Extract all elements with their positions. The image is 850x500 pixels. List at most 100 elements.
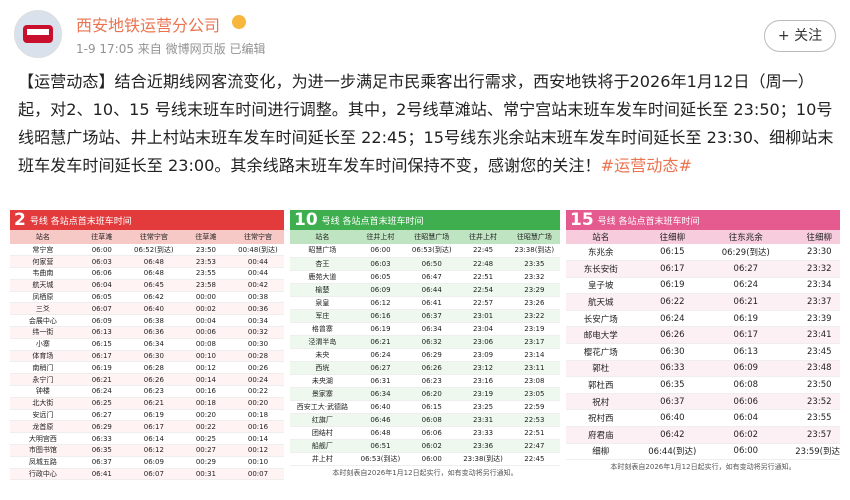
time-cell: 06:48	[143, 257, 164, 266]
time-cell: 00:27	[195, 446, 216, 455]
time-cell: 00:18	[247, 411, 269, 420]
station-row: 航天城 06:22 06:21 23:37	[566, 293, 840, 311]
header-row: 站名 往细柳 往东兆余 往细柳	[566, 230, 840, 244]
time-cell: 23:57	[807, 429, 832, 440]
station-row: 细柳 06:44(到达) 06:00 23:59(到达)	[566, 443, 840, 460]
time-cell: 06:21	[733, 297, 759, 308]
station-name: 船舰厂	[311, 441, 333, 450]
column-header: 往昭慧广场	[516, 233, 552, 241]
time-cell: 00:44	[247, 257, 269, 266]
time-cell: 06:15	[421, 402, 442, 411]
time-cell: 23:09	[472, 350, 494, 359]
column-header: 站名	[592, 233, 610, 243]
timetable: 10 号线 各站点首末班车时间 站名 往井上村 往昭慧广场 往井上村 往昭慧广场 昭慧广场 06…	[290, 210, 560, 488]
avatar[interactable]	[14, 10, 62, 58]
time-cell: 06:22	[660, 297, 685, 308]
time-cell: 06:52(到达)	[134, 245, 174, 254]
column-header: 往常宁宫	[243, 233, 272, 241]
time-cell: 23:32	[524, 272, 545, 281]
time-cell: 06:40	[370, 402, 391, 411]
time-cell: 06:42	[660, 429, 685, 440]
time-cell: 06:20	[421, 389, 442, 398]
time-cell: 06:00	[91, 245, 112, 254]
time-cell: 06:00	[421, 454, 442, 463]
time-cell: 06:27	[733, 263, 759, 274]
time-cell: 06:28	[143, 363, 164, 372]
time-cell: 23:34	[807, 280, 832, 291]
time-cell: 00:20	[195, 411, 216, 420]
station-row: 邮电大学 06:26 06:17 23:41	[566, 326, 840, 344]
column-header: 往草滩	[91, 233, 113, 241]
time-cell: 06:07	[143, 470, 164, 479]
time-cell: 23:41	[807, 330, 832, 341]
station-row: 祝村西 06:40 06:04 23:55	[566, 409, 840, 427]
time-cell: 06:14	[143, 434, 164, 443]
time-cell: 06:04	[733, 413, 759, 424]
timetable-title-bar: 15 号线 各站点首末班车时间	[566, 210, 840, 230]
line-number: 2	[14, 210, 26, 230]
time-cell: 23:11	[524, 363, 545, 372]
station-row: 北大街 06:25 06:21 00:18 00:20	[10, 397, 284, 410]
station-name: 祝村西	[588, 414, 614, 425]
header-row: 站名 往井上村 往昭慧广场 往井上村 往昭慧广场	[290, 230, 560, 244]
station-name: 东兆余	[588, 248, 614, 259]
timetable-title-bar: 10 号线 各站点首末班车时间	[290, 210, 560, 230]
line-number: 10	[294, 210, 318, 230]
station-row: 西安工大·武德路 06:40 06:15 23:25 22:59	[290, 400, 560, 413]
time-cell: 00:12	[247, 446, 269, 455]
station-name: 钟楼	[35, 387, 50, 396]
station-name: 鹿苑大道	[308, 272, 337, 281]
station-row: 西垙 06:27 06:26 23:12 23:11	[290, 361, 560, 374]
station-name: 泾渭半岛	[308, 337, 337, 346]
station-name: 军庄	[315, 311, 330, 320]
time-cell: 06:07	[91, 304, 112, 313]
timetable-title: 号线 各站点首末班车时间	[597, 216, 700, 227]
time-cell: 23:58	[195, 281, 216, 290]
time-cell: 06:47	[421, 272, 442, 281]
time-cell: 00:26	[247, 363, 269, 372]
time-cell: 23:50	[195, 245, 216, 254]
station-row: 纬一街 06:13 06:36 00:06 00:32	[10, 326, 284, 339]
time-cell: 23:06	[472, 337, 494, 346]
station-name: 昭慧广场	[308, 246, 337, 255]
station-row: 韦曲南 06:06 06:48 23:55 00:44	[10, 267, 284, 280]
time-cell: 06:27	[91, 411, 112, 420]
time-cell: 00:24	[247, 375, 269, 384]
time-cell: 06:09	[143, 458, 164, 467]
time-cell: 06:40	[143, 304, 164, 313]
time-cell: 00:08	[195, 340, 216, 349]
station-name: 邮电大学	[583, 331, 618, 342]
station-name: 长安广场	[583, 314, 618, 325]
time-cell: 00:04	[195, 316, 216, 325]
hashtag[interactable]: #运营动态#	[600, 156, 692, 175]
station-name: 细柳	[592, 447, 610, 458]
follow-button[interactable]: + 关注	[764, 20, 836, 52]
time-cell: 06:36	[143, 328, 164, 337]
timetable-grid: 站名 往井上村 往昭慧广场 往井上村 往昭慧广场 昭慧广场 06:00 06:53(到达) 22…	[290, 230, 560, 466]
station-row: 大明宫西 06:33 06:14 00:25 00:14	[10, 432, 284, 445]
time-cell: 06:19	[660, 280, 685, 291]
time-cell: 22:59	[524, 402, 545, 411]
time-cell: 06:31	[370, 376, 391, 385]
time-cell: 23:05	[524, 389, 545, 398]
account-name[interactable]: 西安地铁运营分公司	[76, 16, 221, 35]
time-cell: 06:53(到达)	[411, 246, 452, 255]
time-cell: 23:14	[524, 350, 545, 359]
time-cell: 06:04	[91, 281, 112, 290]
station-row: 永宁门 06:21 06:26 00:14 00:24	[10, 373, 284, 386]
station-name: 何家营	[32, 257, 54, 266]
time-cell: 22:45	[472, 246, 494, 255]
column-header: 往井上村	[469, 233, 498, 241]
station-row: 钟楼 06:24 06:23 00:16 00:22	[10, 385, 284, 398]
station-row: 东长安街 06:17 06:27 23:32	[566, 260, 840, 278]
station-name: 泉皇	[315, 298, 330, 307]
station-name: 纬一街	[32, 328, 54, 337]
station-row: 郭杜 06:33 06:09 23:48	[566, 360, 840, 377]
header-row: 站名 往草滩 往常宁宫 往草滩 往常宁宫	[10, 230, 284, 244]
timetable: 2 号线 各站点首末班车时间 站名 往草滩 往常宁宫 往草滩 往常宁宫 常宁宫 06:00 06:…	[10, 210, 284, 488]
time-cell: 23:16	[472, 376, 494, 385]
time-cell: 00:29	[195, 458, 216, 467]
station-row: 未央 06:24 06:29 23:09 23:14	[290, 348, 560, 361]
time-cell: 06:29(到达)	[721, 248, 770, 259]
station-row: 南稍门 06:19 06:28 00:12 00:26	[10, 361, 284, 374]
